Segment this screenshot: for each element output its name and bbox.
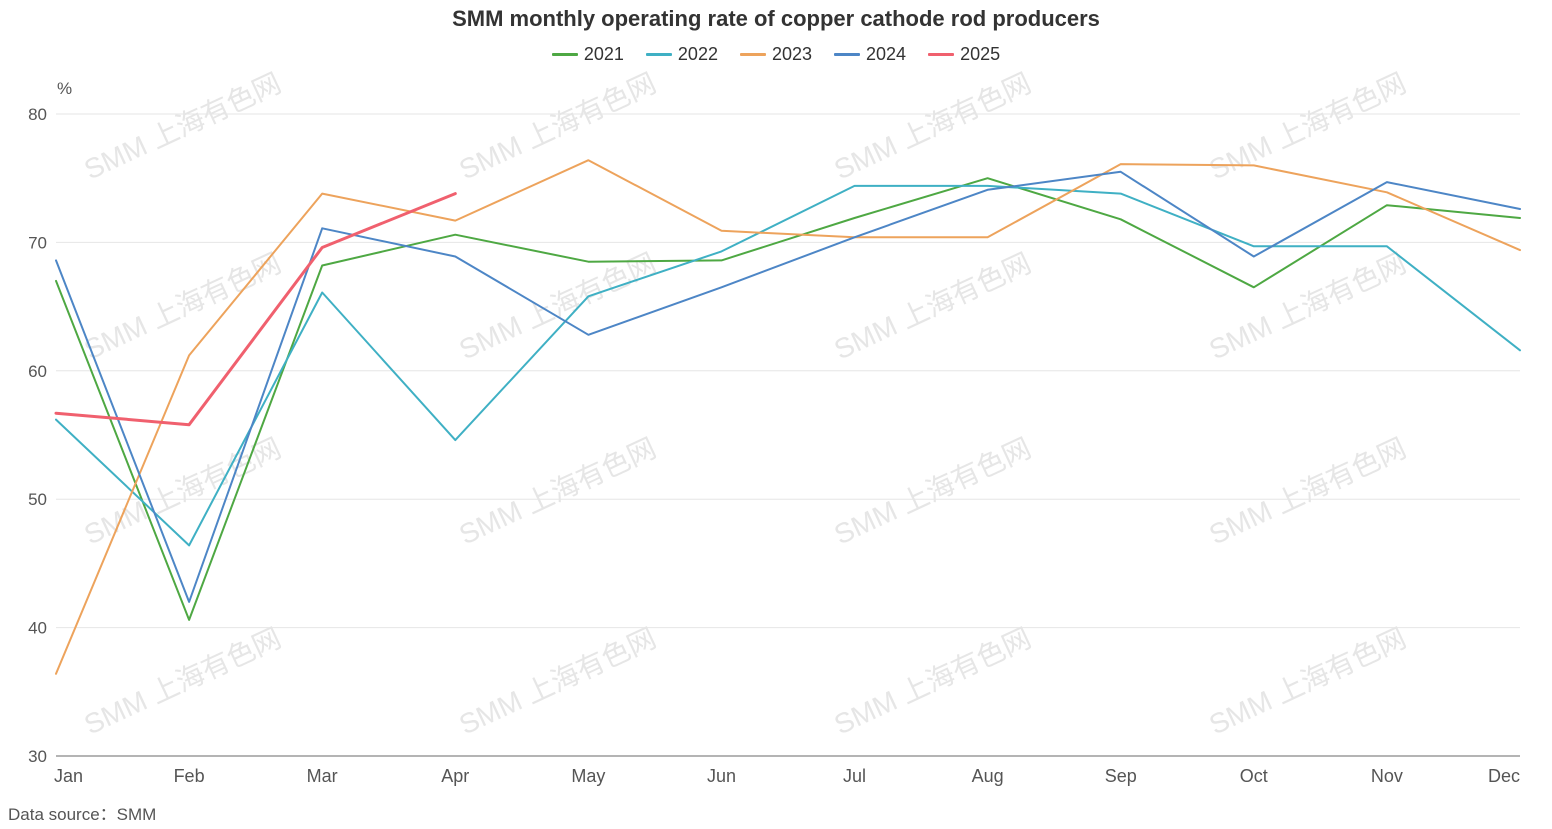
- chart-title: SMM monthly operating rate of copper cat…: [452, 6, 1100, 31]
- watermark-text: SMM 上海有色网: [1204, 622, 1410, 740]
- series-line-2025: [54, 192, 457, 427]
- y-tick-label: 40: [28, 619, 47, 638]
- x-tick-label: Dec: [1488, 766, 1520, 786]
- x-tick-label: Oct: [1240, 766, 1268, 786]
- data-source-note: Data source：SMM: [8, 805, 157, 824]
- legend-swatch: [834, 53, 861, 56]
- x-tick-label: Aug: [972, 766, 1004, 786]
- series-line-2021: [55, 177, 1521, 621]
- series-line-2023: [55, 159, 1521, 675]
- grid-lines: [56, 113, 1520, 629]
- watermark-text: SMM 上海有色网: [1204, 247, 1410, 365]
- legend-item-2024[interactable]: 2024: [834, 44, 906, 65]
- x-tick-label: Jun: [707, 766, 736, 786]
- legend-item-2021[interactable]: 2021: [551, 44, 624, 65]
- x-tick-label: Sep: [1105, 766, 1137, 786]
- x-tick-label: Nov: [1371, 766, 1403, 786]
- y-tick-label: 50: [28, 490, 47, 509]
- y-tick-label: 30: [28, 747, 47, 766]
- watermark-text: SMM 上海有色网: [454, 247, 660, 365]
- x-tick-label: Jan: [54, 766, 83, 786]
- series-line-2024: [55, 170, 1521, 603]
- legend-label: 2025: [960, 44, 1001, 64]
- x-tick-label: Feb: [174, 766, 205, 786]
- y-tick-label: 60: [28, 362, 47, 381]
- legend-label: 2021: [583, 44, 624, 64]
- y-axis-unit: %: [57, 79, 72, 98]
- legend-swatch: [928, 53, 955, 56]
- watermark-text: SMM 上海有色网: [454, 432, 660, 550]
- chart-legend: 2021 2022 2023 2024 2025: [0, 44, 1552, 65]
- series-line-2022: [55, 184, 1521, 547]
- legend-label: 2022: [677, 44, 718, 64]
- x-tick-label: May: [571, 766, 605, 786]
- watermark-text: SMM 上海有色网: [79, 67, 285, 185]
- axes: 30 40 50 60 70 80% Jan Feb Mar Apr May Jun Jul Aug Sep…: [28, 79, 1520, 786]
- watermark-text: SMM 上海有色网: [79, 432, 285, 550]
- legend-swatch: [645, 53, 672, 56]
- watermark-text: SMM 上海有色网: [79, 622, 285, 740]
- legend-item-2023[interactable]: 2023: [739, 44, 813, 65]
- watermark-text: SMM 上海有色网: [79, 247, 285, 365]
- x-tick-label: Apr: [441, 766, 469, 786]
- series-lines: [54, 159, 1521, 675]
- legend-label: 2023: [771, 44, 813, 64]
- legend-swatch: [739, 53, 766, 56]
- legend-item-2025[interactable]: 2025: [928, 44, 1000, 65]
- y-tick-label: 70: [28, 233, 47, 252]
- legend-swatch: [551, 53, 578, 56]
- y-tick-label: 80: [28, 105, 47, 124]
- watermark-text: SMM 上海有色网: [829, 67, 1035, 185]
- x-tick-label: Jul: [843, 766, 866, 786]
- legend-item-2022[interactable]: 2022: [645, 44, 718, 65]
- watermark-text: SMM 上海有色网: [454, 67, 660, 185]
- watermark-text: SMM 上海有色网: [829, 432, 1035, 550]
- x-tick-label: Mar: [307, 766, 338, 786]
- watermark-text: SMM 上海有色网: [829, 622, 1035, 740]
- legend-label: 2024: [866, 44, 907, 64]
- watermark-text: SMM 上海有色网: [829, 247, 1035, 365]
- watermark-text: SMM 上海有色网: [454, 622, 660, 740]
- watermark-text: SMM 上海有色网: [1204, 432, 1410, 550]
- watermark-layer: SMM 上海有色网 SMM 上海有色网 SMM 上海有色网 SMM 上海有色网 SMM …: [79, 67, 1410, 740]
- watermark-text: SMM 上海有色网: [1204, 67, 1410, 185]
